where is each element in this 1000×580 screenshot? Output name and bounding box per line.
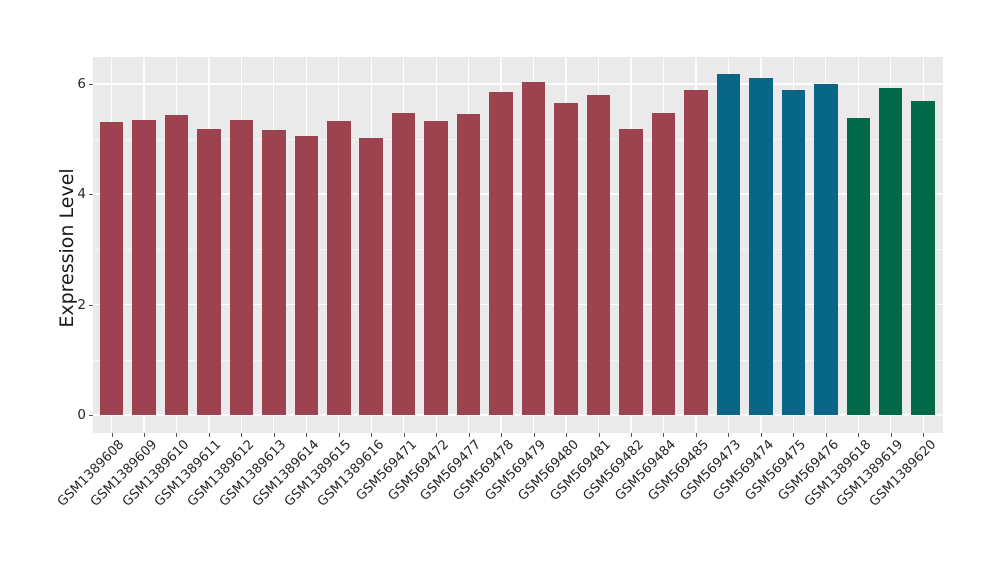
gridline-minor: [93, 139, 943, 140]
bar-GSM1389609: [132, 119, 156, 415]
x-tick-mark: [890, 433, 892, 437]
bar-GSM1389611: [197, 128, 221, 415]
bar-GSM1389620: [911, 100, 935, 415]
x-tick-mark: [208, 433, 210, 437]
bar-GSM1389608: [99, 122, 124, 415]
x-tick-mark: [403, 433, 405, 437]
x-tick-mark: [176, 433, 178, 437]
bar-GSM1389614: [294, 136, 319, 415]
bar-GSM569472: [424, 121, 448, 415]
gridline-major: [93, 414, 943, 416]
x-tick-mark: [436, 433, 438, 437]
y-tick-label: 0: [77, 407, 86, 423]
x-tick-mark: [533, 433, 535, 437]
x-tick-mark: [858, 433, 860, 437]
plot-panel: [93, 57, 943, 433]
gridline-minor: [93, 359, 943, 361]
y-axis-title: Expression Level: [56, 168, 78, 328]
x-tick-mark: [695, 433, 697, 437]
bar-GSM1389610: [164, 114, 189, 415]
bar-GSM1389619: [878, 88, 903, 415]
x-tick-mark: [566, 433, 568, 437]
y-tick-mark: [89, 83, 93, 85]
x-tick-mark: [728, 433, 730, 437]
x-tick-mark: [306, 433, 308, 437]
y-tick-mark: [89, 304, 93, 306]
bar-GSM1389618: [846, 118, 870, 415]
bar-GSM1389616: [359, 137, 383, 415]
bar-GSM569478: [489, 91, 513, 415]
bar-GSM569476: [814, 83, 838, 415]
bar-GSM569477: [456, 113, 481, 415]
gridline-major: [93, 83, 943, 85]
x-tick-mark: [273, 433, 275, 437]
y-tick-mark: [89, 194, 93, 196]
y-tick-label: 4: [77, 186, 86, 203]
bar-GSM569474: [749, 78, 773, 415]
x-tick-mark: [760, 433, 762, 437]
x-tick-mark: [663, 433, 665, 437]
bar-GSM1389615: [327, 121, 351, 415]
bar-GSM569485: [684, 90, 708, 415]
bar-GSM569480: [554, 103, 578, 415]
gridline-major: [93, 303, 943, 306]
y-tick-label: 2: [77, 296, 86, 313]
x-tick-mark: [338, 433, 340, 437]
bar-GSM569473: [716, 73, 741, 415]
x-tick-mark: [111, 433, 113, 437]
x-tick-mark: [793, 433, 795, 437]
x-tick-mark: [468, 433, 470, 437]
x-tick-mark: [598, 433, 600, 437]
bar-GSM1389613: [262, 129, 286, 415]
bar-GSM569482: [619, 128, 643, 415]
x-tick-mark: [371, 433, 373, 437]
bar-GSM569479: [521, 82, 546, 415]
y-tick-label: 6: [77, 75, 86, 92]
x-tick-mark: [630, 433, 632, 437]
bar-GSM569484: [651, 112, 676, 415]
bar-GSM569481: [586, 95, 611, 415]
x-tick-mark: [241, 433, 243, 437]
gridline-minor: [93, 249, 943, 251]
x-tick-mark: [923, 433, 925, 437]
bar-GSM1389612: [229, 120, 254, 415]
x-tick-mark: [143, 433, 145, 437]
bar-GSM569475: [781, 90, 806, 415]
gridline-major: [93, 193, 943, 195]
bar-GSM569471: [391, 113, 416, 415]
x-tick-mark: [825, 433, 827, 437]
x-tick-mark: [501, 433, 503, 437]
y-tick-mark: [89, 415, 93, 416]
